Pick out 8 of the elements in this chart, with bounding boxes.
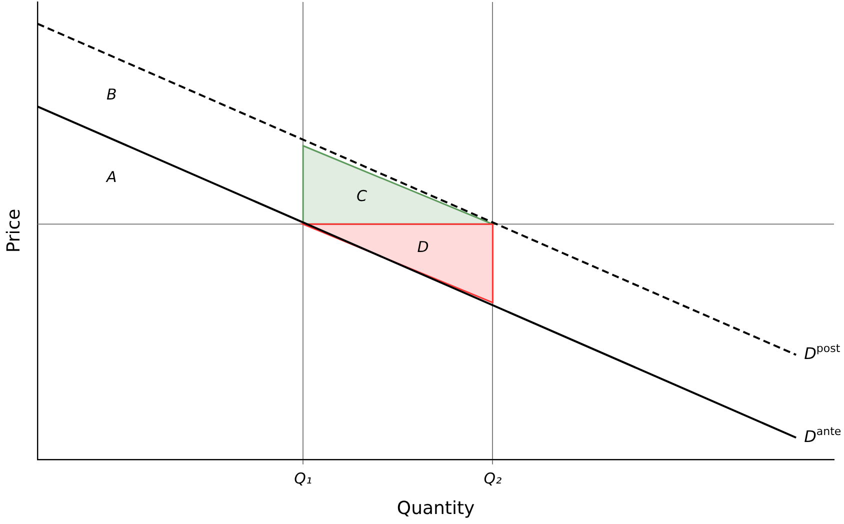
annotation: A [106, 168, 117, 186]
annotation: D [417, 238, 429, 256]
x-axis-title: Quantity [396, 498, 476, 519]
x-tick-label: Q₂ [484, 469, 502, 488]
y-axis-title: Price [3, 208, 24, 253]
annotation: B [106, 86, 117, 104]
annotation: C [356, 187, 368, 206]
x-tick-label: Q₁ [294, 469, 312, 488]
